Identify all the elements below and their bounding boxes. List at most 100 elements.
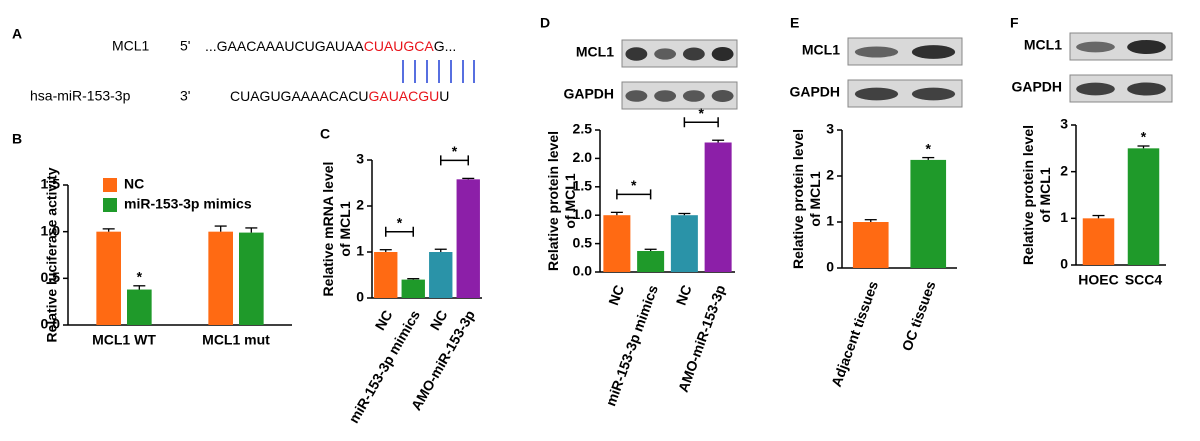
y-tick-label: 1.0 — [573, 206, 593, 222]
blot-label: GAPDH — [563, 86, 614, 102]
legend-label: miR-153-3p mimics — [124, 196, 252, 212]
bar — [374, 252, 398, 298]
bar — [96, 231, 121, 325]
y-tick-label: 2 — [1060, 162, 1068, 178]
y-axis-label: of MCL1 — [807, 171, 823, 226]
y-tick-label: 2 — [826, 167, 834, 183]
significance-mark: * — [926, 140, 932, 156]
bar — [239, 232, 264, 325]
bar — [670, 215, 698, 272]
y-axis-label: Relative luciferase activity — [44, 167, 60, 342]
bar — [637, 250, 665, 272]
panel-letter: C — [320, 126, 330, 142]
y-tick-label: 1.0 — [41, 222, 61, 238]
blot-band — [711, 90, 734, 102]
sequence-part: CUAGUGAAAACACU — [230, 88, 368, 104]
y-tick-label: 0 — [1060, 256, 1068, 272]
y-tick-label: 1 — [356, 243, 364, 259]
y-tick-label: 2.0 — [573, 149, 593, 165]
legend-swatch — [103, 178, 117, 192]
x-tick-label: SCC4 — [1125, 272, 1163, 288]
y-tick-label: 2.5 — [573, 121, 593, 137]
blot-band — [711, 47, 734, 61]
blot-band — [1127, 82, 1166, 96]
bar — [603, 215, 631, 272]
significance-mark: * — [1141, 129, 1147, 145]
blot-label: MCL1 — [1024, 37, 1062, 53]
legend-label: NC — [124, 176, 144, 192]
x-tick-label: NC — [372, 307, 396, 333]
panel-letter: A — [12, 26, 22, 42]
blot-band — [854, 87, 899, 101]
blot-band — [625, 90, 648, 102]
panel-letter: B — [12, 131, 22, 147]
bar — [910, 159, 947, 268]
bar — [429, 252, 453, 298]
significance-mark: * — [137, 269, 143, 285]
x-tick-label: NC — [605, 283, 627, 307]
y-axis-label: Relative protein level — [1020, 125, 1036, 265]
bar — [208, 231, 233, 325]
y-axis-label: Relative mRNA level — [320, 162, 336, 297]
y-tick-label: 0 — [826, 259, 834, 275]
blot-band — [1076, 41, 1115, 53]
sequence: ...GAACAAAUCUGAUAACUAUGCAG... — [205, 38, 456, 54]
y-tick-label: 0.5 — [573, 234, 593, 250]
y-tick-label: 1 — [826, 213, 834, 229]
significance-mark: * — [397, 214, 403, 230]
bar — [1082, 218, 1115, 265]
y-tick-label: 3 — [826, 121, 834, 137]
blot-band — [1076, 82, 1115, 96]
y-tick-label: 0.5 — [41, 269, 61, 285]
y-axis-label: Relative protein level — [545, 131, 561, 271]
significance-mark: * — [699, 105, 705, 121]
significance-bracket — [385, 226, 414, 237]
blot-band — [654, 90, 677, 102]
panel-letter: D — [540, 15, 550, 31]
strand-end: 5' — [180, 38, 190, 54]
blot-label: GAPDH — [1011, 79, 1062, 95]
y-axis-label: Relative protein level — [790, 129, 806, 269]
blot-band — [654, 48, 677, 60]
bar — [852, 222, 889, 268]
y-axis-label: of MCL1 — [1037, 167, 1053, 222]
x-tick-label: NC — [673, 283, 695, 307]
blot-band — [854, 46, 899, 58]
y-tick-label: 3 — [1060, 116, 1068, 132]
bar — [704, 142, 732, 272]
blot-band — [625, 47, 648, 61]
x-tick-label: MCL1 WT — [92, 332, 156, 348]
sequence-part: U — [439, 88, 449, 104]
x-tick-label: Adjacent tissues — [828, 279, 881, 389]
y-tick-label: 0 — [356, 289, 364, 305]
blot-band — [682, 47, 705, 61]
blot-band — [682, 90, 705, 102]
legend-swatch — [103, 198, 117, 212]
significance-mark: * — [631, 177, 637, 193]
bar — [127, 289, 152, 325]
strand-end: 3' — [180, 88, 190, 104]
x-tick-label: HOEC — [1078, 272, 1118, 288]
blot-band — [911, 45, 956, 59]
y-tick-label: 1.5 — [41, 176, 61, 192]
sequence-part: ...GAACAAAUCUGAUAA — [205, 38, 364, 54]
x-tick-label: MCL1 mut — [202, 332, 270, 348]
y-axis-label: of MCL1 — [337, 201, 353, 256]
blot-band — [1127, 40, 1166, 54]
bar — [456, 179, 480, 298]
significance-bracket — [440, 155, 469, 166]
x-tick-label: NC — [427, 307, 451, 333]
blot-label: MCL1 — [576, 44, 614, 60]
bar — [1127, 148, 1160, 265]
binding-site: GAUACGU — [368, 88, 439, 104]
panel-letter: F — [1010, 15, 1019, 31]
blot-band — [911, 87, 956, 101]
y-tick-label: 0.0 — [41, 316, 61, 332]
y-tick-label: 1.5 — [573, 178, 593, 194]
gene-name: MCL1 — [112, 38, 150, 54]
significance-bracket — [683, 117, 719, 128]
blot-label: MCL1 — [802, 42, 840, 58]
sequence-part: G... — [434, 38, 457, 54]
panel-letter: E — [790, 15, 799, 31]
